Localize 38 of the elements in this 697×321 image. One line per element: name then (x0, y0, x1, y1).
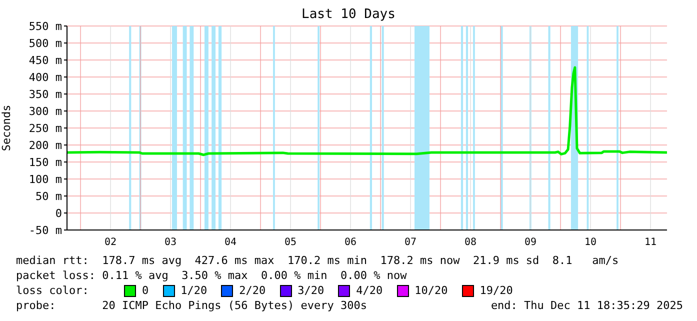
y-tick-label: 200 m (28, 138, 62, 152)
y-tick-label: 450 m (28, 54, 62, 67)
x-tick-label: 10 (584, 237, 597, 248)
text: probe: 20 ICMP Echo Pings (56 Bytes) every 300s (16, 298, 367, 313)
y-tick-label: 0 (55, 206, 62, 220)
y-axis-title: Seconds (0, 104, 13, 152)
legend-label: 2/20 (238, 283, 266, 298)
y-tick-label: 150 m (28, 156, 62, 169)
x-tick-label: 05 (284, 237, 297, 248)
y-tick-label: 300 m (28, 104, 62, 118)
text: median rtt: 178.7 ms avg 427.6 ms max 170.2 ms min 178.2 ms now 21.9 ms sd 8.1 am/s (16, 253, 620, 268)
chart-title: Last 10 Days (302, 7, 396, 22)
legend-label: 1/20 (180, 283, 208, 298)
legend-label: 10/20 (414, 283, 448, 298)
y-tick-label: 100 m (28, 172, 62, 186)
y-tick-label: 250 m (28, 122, 62, 135)
x-tick-label: 08 (464, 237, 477, 248)
legend-label: 0 (141, 283, 149, 298)
y-tick-label: 50 m (36, 190, 62, 203)
legend-label: 3/20 (296, 283, 324, 298)
x-tick-label: 11 (644, 237, 657, 248)
y-tick-label: 550 m (28, 20, 62, 33)
x-tick-label: 09 (524, 237, 537, 248)
line-series (67, 66, 667, 156)
text: packet loss: 0.11 % avg 3.50 % max 0.00 % min 0.00 % now (16, 268, 408, 283)
x-tick-label: 04 (224, 237, 237, 248)
x-tick-label: 02 (104, 237, 117, 248)
legend-title: loss color: (16, 283, 90, 298)
x-tick-label: 06 (344, 237, 357, 248)
y-tick-label: 350 m (28, 88, 62, 101)
y-tick-label: 500 m (28, 36, 62, 50)
x-tick-label: 07 (404, 237, 417, 248)
text: end: Thu Dec 11 18:35:29 2025 (490, 298, 683, 313)
y-tick-label: 400 m (28, 70, 62, 84)
legend-label: 4/20 (355, 283, 383, 298)
x-tick-label: 03 (164, 237, 177, 248)
y-tick-label: -50 m (28, 224, 62, 237)
legend-label: 19/20 (478, 283, 513, 298)
